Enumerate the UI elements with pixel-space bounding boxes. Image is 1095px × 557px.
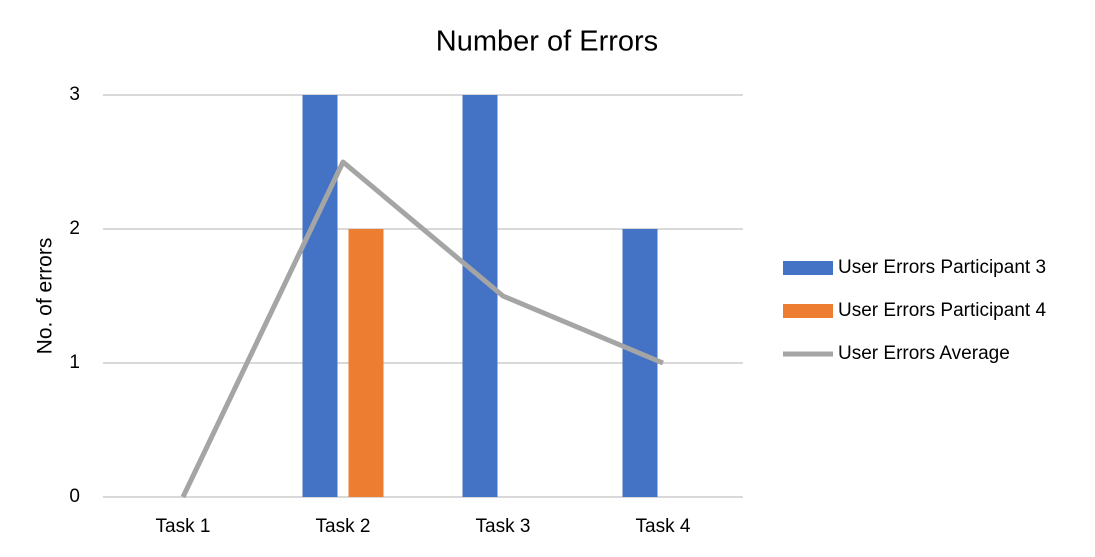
x-tick-label: Task 4 (636, 516, 691, 537)
y-tick-label: 2 (69, 218, 80, 239)
x-tick-label: Task 1 (156, 516, 211, 537)
legend-label: User Errors Participant 3 (838, 257, 1046, 278)
y-axis-label: No. of errors (34, 238, 57, 355)
chart-title: Number of Errors (436, 26, 658, 58)
legend-swatch (783, 304, 833, 318)
y-tick-label: 1 (69, 352, 80, 373)
legend-label: User Errors Average (838, 343, 1010, 364)
bar (348, 229, 384, 497)
y-tick-label: 0 (69, 486, 80, 507)
bar (462, 95, 498, 497)
line-series (180, 159, 664, 499)
legend-label: User Errors Participant 4 (838, 300, 1046, 321)
x-tick-label: Task 2 (316, 516, 371, 537)
bar (622, 229, 658, 497)
legend-swatch (783, 261, 833, 275)
bar (302, 95, 338, 497)
y-tick-label: 3 (69, 84, 80, 105)
x-tick-label: Task 3 (476, 516, 531, 537)
